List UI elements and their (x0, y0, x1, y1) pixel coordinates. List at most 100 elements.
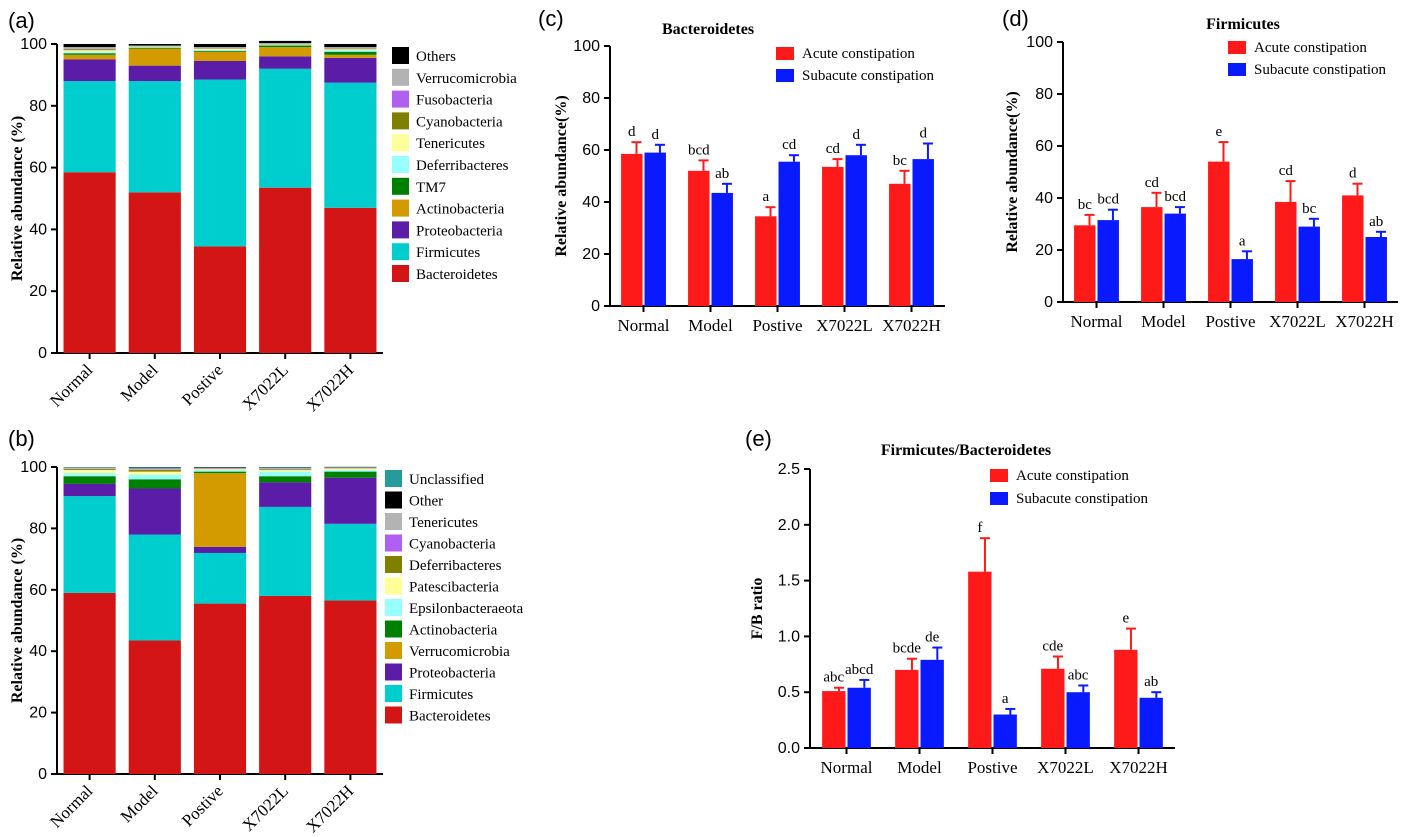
stack-segment-firmicutes (324, 82, 377, 208)
significance-label: bc (1302, 201, 1317, 217)
significance-label: d (651, 127, 659, 143)
stack-segment-proteobacteria (193, 546, 247, 553)
significance-label: cd (1279, 163, 1294, 179)
y-tick-label: 2.5 (778, 461, 800, 478)
stack-segment-firmicutes (193, 552, 247, 604)
legend-swatch (385, 685, 402, 702)
significance-label: e (1215, 124, 1222, 140)
bar-acute (1342, 195, 1364, 302)
x-tick-label: Normal (46, 781, 96, 831)
bar-acute (1074, 225, 1096, 302)
bar-acute (1275, 201, 1297, 302)
x-tick-label: Postive (178, 360, 227, 409)
legend-swatch (392, 177, 409, 195)
significance-label: bcde (893, 641, 922, 657)
stack-segment-tm7 (63, 53, 116, 55)
stack-segment-unclassified (128, 467, 181, 468)
stack-segment-actinobacteria (259, 47, 312, 57)
x-tick-label: X7022L (816, 316, 873, 335)
y-tick-label: 0 (1044, 294, 1053, 311)
stack-segment-firmicutes (63, 496, 116, 593)
bar-subacute (847, 687, 871, 748)
legend-label: Firmicutes (409, 687, 473, 703)
bar-acute (822, 691, 846, 748)
bar-subacute (920, 659, 944, 748)
stack-segment-patescibacteria (128, 471, 181, 475)
significance-label: f (977, 520, 982, 536)
y-tick-label: 20 (29, 705, 47, 722)
stack-segment-patescibacteria (193, 469, 247, 471)
chart-title: Firmicutes/Bacteroidetes (881, 442, 1051, 459)
bar-acute (1041, 668, 1065, 748)
significance-label: abc (823, 670, 844, 686)
grouped-chart-d: 0 20 40 60 80 100 Relative abundance(%) (d) Firm… (1002, 6, 1398, 331)
significance-label: cd (1145, 175, 1160, 191)
significance-label: ab (1369, 214, 1383, 230)
legend-swatch (1228, 41, 1246, 54)
y-tick-label: 60 (29, 160, 47, 177)
y-tick-label: 20 (582, 246, 600, 263)
stack-segment-bacteroidetes (63, 172, 116, 353)
stack-segment-tenericutes (259, 467, 312, 470)
x-tick-label: Postive (1205, 312, 1255, 331)
legend-label: Fusobacteria (416, 93, 493, 109)
stack-segment-verrucomicrobia (193, 47, 247, 49)
legend-swatch (1228, 63, 1246, 76)
panel-label: (c) (538, 6, 564, 31)
stack-segment-tm7 (324, 51, 377, 55)
bar-acute (889, 183, 911, 306)
legend-label: Tenericutes (409, 515, 478, 531)
significance-label: d (1349, 166, 1357, 182)
legend-swatch (392, 68, 409, 86)
legend-swatch (392, 134, 409, 152)
legend-label: Bacteroidetes (409, 709, 491, 725)
stack-segment-tm7 (193, 50, 247, 52)
significance-label: d (852, 127, 860, 143)
legend-label: Verrucomicrobia (409, 644, 510, 660)
legend-swatch (392, 199, 409, 217)
y-tick-label: 0 (38, 345, 47, 362)
stack-segment-bacteroidetes (128, 192, 181, 353)
legend-label: Tenericutes (416, 136, 485, 152)
stack-segment-proteobacteria (259, 56, 312, 69)
y-axis-title: Relative abundance(%) (1004, 91, 1021, 252)
legend-label: Subacute constipation (1016, 491, 1149, 507)
legend-label: Unclassified (409, 472, 484, 488)
significance-label: ab (1144, 674, 1158, 690)
y-tick-label: 2.0 (778, 517, 800, 534)
stack-segment-firmicutes (63, 81, 116, 173)
legend-swatch (385, 663, 402, 681)
y-tick-label: 100 (1026, 34, 1053, 51)
panel-label: (e) (745, 426, 772, 451)
y-tick-label: 1.0 (778, 628, 800, 645)
bar-acute (1141, 207, 1163, 302)
stack-segment-epsilonbacteraeota (324, 470, 377, 472)
bar-subacute (1066, 692, 1090, 748)
x-tick-label: Normal (46, 360, 96, 410)
bar-subacute (1097, 220, 1119, 302)
legend-swatch (385, 706, 402, 724)
bar-subacute (912, 159, 934, 306)
stacked-chart-b: 0 20 40 60 80 100 Relative abundance (%) (b) Nor… (8, 426, 523, 836)
stack-segment-unclassified (259, 467, 312, 468)
y-tick-label: 0.5 (778, 684, 800, 701)
significance-label: bc (893, 153, 908, 169)
stack-segment-firmicutes (259, 68, 312, 188)
stack-segment-tm7 (128, 47, 181, 49)
stack-segment-proteobacteria (63, 483, 116, 497)
bar-subacute (778, 161, 800, 306)
significance-label: bcd (688, 142, 710, 158)
legend-label: Actinobacteria (416, 202, 505, 218)
y-tick-label: 60 (29, 582, 47, 599)
stack-segment-actinobacteria (324, 471, 377, 478)
stack-segment-tenericutes (259, 44, 312, 45)
y-tick-label: 0 (38, 766, 47, 783)
legend-swatch (392, 221, 409, 239)
bar-acute (1208, 161, 1230, 302)
significance-label: a (1239, 233, 1246, 249)
y-tick-label: 0.0 (778, 740, 800, 757)
stack-segment-actinobacteria (128, 48, 181, 66)
y-tick-label: 40 (29, 221, 47, 238)
panel-label: (d) (1002, 6, 1029, 31)
panel-label: (a) (8, 8, 35, 33)
